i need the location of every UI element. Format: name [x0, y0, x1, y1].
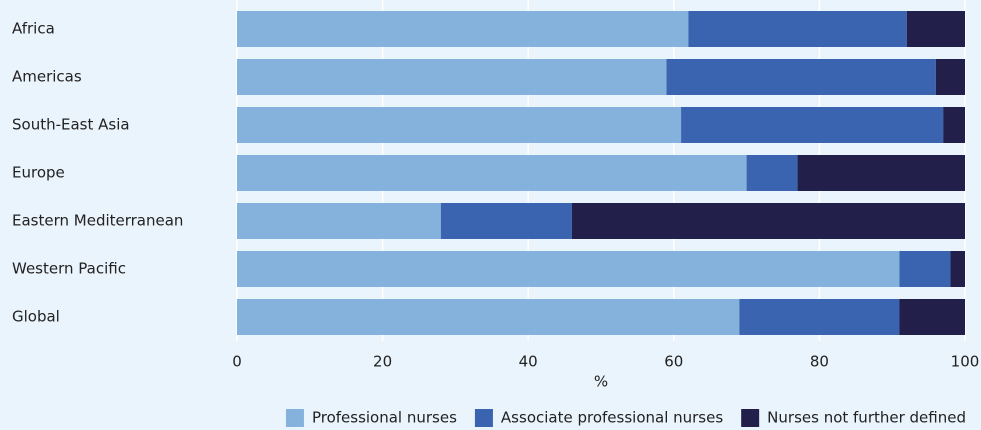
y-tick-label: Eastern Mediterranean: [12, 212, 183, 230]
bar-segment: [688, 11, 907, 47]
bar-segment: [681, 107, 944, 143]
bar-segment: [899, 251, 951, 287]
bar-segment: [739, 299, 900, 335]
bar-segment: [237, 107, 682, 143]
bar-segment: [571, 203, 965, 239]
y-tick-label: Europe: [12, 164, 65, 182]
bar-segment: [237, 203, 441, 239]
y-tick-label: Global: [12, 308, 60, 326]
bar-segment: [440, 203, 572, 239]
legend-label: Professional nurses: [312, 409, 457, 427]
bar-segment: [943, 107, 965, 143]
y-tick-label: Western Pacific: [12, 260, 126, 278]
x-tick-label: 80: [810, 353, 829, 371]
bar-segment: [950, 251, 965, 287]
bar-segment: [935, 59, 965, 95]
legend-swatch: [285, 409, 304, 427]
legend-label: Nurses not further defined: [767, 409, 966, 427]
bar-segment: [237, 251, 900, 287]
y-tick-label: Americas: [12, 68, 82, 86]
bar-segment: [237, 11, 689, 47]
y-tick-label: South-East Asia: [12, 116, 130, 134]
bar-segment: [797, 155, 965, 191]
x-tick-label: 20: [373, 353, 392, 371]
bar-segment: [906, 11, 965, 47]
x-tick-label: 0: [232, 353, 242, 371]
bar-segment: [899, 299, 965, 335]
y-tick-label: Africa: [12, 20, 55, 38]
x-axis-label: %: [594, 373, 608, 391]
bar-segment: [237, 299, 740, 335]
bar-segment: [746, 155, 798, 191]
bar-segment: [237, 155, 747, 191]
x-tick-label: 100: [951, 353, 980, 371]
legend-label: Associate professional nurses: [501, 409, 723, 427]
x-tick-label: 40: [519, 353, 538, 371]
bar-segment: [666, 59, 936, 95]
legend-swatch: [474, 409, 493, 427]
x-tick-label: 60: [664, 353, 683, 371]
legend-swatch: [741, 409, 760, 427]
bar-segment: [237, 59, 667, 95]
